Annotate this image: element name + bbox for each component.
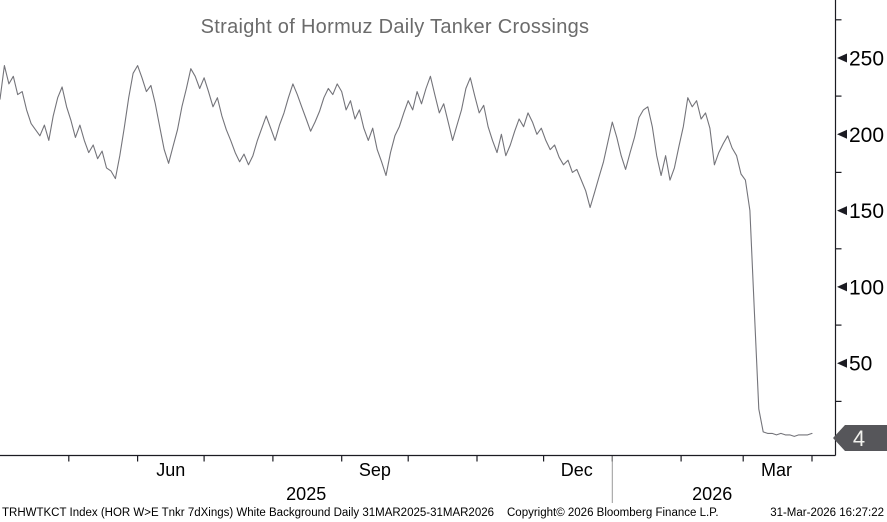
y-tick-arrow [837, 129, 847, 139]
status-bar: TRHWTKCT Index (HOR W>E Tnkr 7dXings) Wh… [0, 504, 887, 522]
y-tick-arrow [837, 358, 847, 368]
x-month-label: Jun [156, 460, 185, 480]
x-month-label: Dec [561, 460, 593, 480]
y-tick-arrow [837, 53, 847, 63]
y-tick-arrow [837, 206, 847, 216]
y-tick-label: 50 [849, 353, 872, 376]
x-month-label: Mar [761, 460, 792, 480]
y-tick-label: 250 [849, 48, 884, 71]
tanker-crossings-line-chart: 250 200 150 100 50 Jun Sep Dec Mar 2025 2026 4 [0, 0, 887, 504]
y-tick-label: 150 [849, 200, 884, 223]
x-month-label: Sep [359, 460, 391, 480]
chart-title: Straight of Hormuz Daily Tanker Crossing… [200, 16, 590, 38]
y-tick-arrow [837, 282, 847, 292]
timestamp-text: 31-Mar-2026 16:27:22 [770, 507, 884, 519]
ticker-description-text: TRHWTKCT Index (HOR W>E Tnkr 7dXings) Wh… [2, 507, 495, 519]
x-year-label: 2026 [692, 484, 732, 504]
last-value-badge-shape [833, 425, 887, 451]
y-tick-label: 200 [849, 124, 884, 147]
x-year-label: 2025 [286, 484, 326, 504]
tanker-crossings-series-line [0, 65, 813, 437]
last-value-badge: 4 [833, 425, 887, 451]
y-tick-label: 100 [849, 276, 884, 299]
copyright-text: Copyright© 2026 Bloomberg Finance L.P. [507, 507, 719, 519]
last-value-label: 4 [853, 426, 865, 451]
